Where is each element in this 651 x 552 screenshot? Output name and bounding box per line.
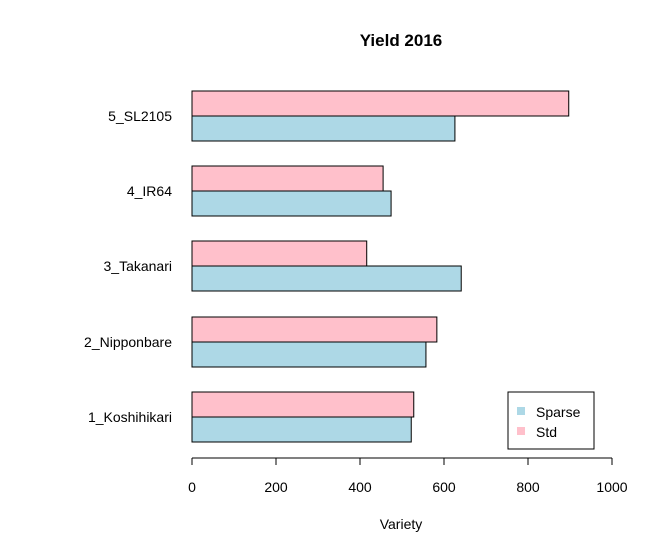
bar-sparse-5_sl2105: [191, 115, 456, 142]
x-axis-label: Variety: [380, 516, 423, 532]
legend-box: [507, 391, 595, 450]
category-label: 4_IR64: [127, 183, 172, 199]
bar-std-2_nipponbare: [191, 316, 438, 343]
bar-std-5_sl2105: [191, 90, 570, 117]
bar-sparse-4_ir64: [191, 190, 392, 217]
legend: Sparse Std: [507, 391, 595, 450]
bars-group: [191, 90, 570, 443]
bar-std-3_takanari: [191, 240, 368, 267]
x-tick-label: 1000: [596, 479, 627, 495]
category-label: 2_Nipponbare: [84, 334, 172, 350]
category-label: 3_Takanari: [104, 258, 173, 274]
x-tick-label: 800: [516, 479, 540, 495]
x-tick-label: 200: [264, 479, 288, 495]
bar-sparse-3_takanari: [191, 265, 462, 292]
legend-swatch-sparse: [517, 407, 525, 415]
bar-std-4_ir64: [191, 165, 384, 192]
bar-sparse-1_koshihikari: [191, 416, 412, 443]
category-label: 5_SL2105: [108, 108, 172, 124]
legend-label-sparse: Sparse: [536, 404, 581, 420]
bar-sparse-2_nipponbare: [191, 341, 427, 368]
x-tick-label: 600: [432, 479, 456, 495]
legend-swatch-std: [517, 427, 525, 435]
category-label: 1_Koshihikari: [88, 409, 172, 425]
x-axis: 0 200 400 600 800 1000: [188, 457, 628, 495]
chart-title: Yield 2016: [360, 31, 443, 50]
category-labels: 1_Koshihikari 2_Nipponbare 3_Takanari 4_IR6…: [84, 108, 172, 425]
legend-label-std: Std: [536, 424, 557, 440]
x-tick-label: 400: [348, 479, 372, 495]
bar-std-1_koshihikari: [191, 391, 415, 418]
x-tick-label: 0: [188, 479, 196, 495]
